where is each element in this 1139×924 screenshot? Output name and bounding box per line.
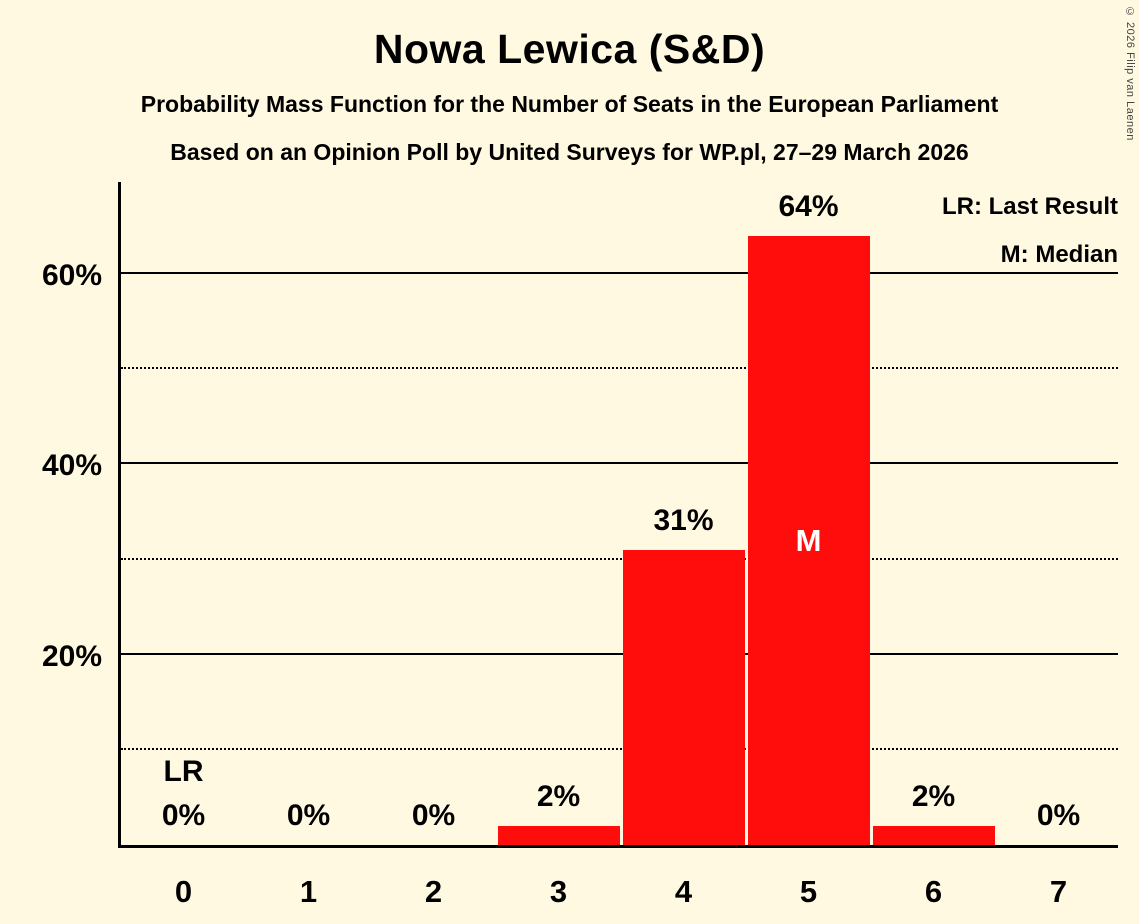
copyright-notice: © 2026 Filip van Laenen	[1124, 6, 1136, 141]
gridline-dotted-30	[121, 557, 1118, 560]
value-label-seat-7: 0%	[1036, 799, 1081, 832]
bar-seat-5: M	[747, 236, 870, 845]
plot-area: 20% 40% 60% 0% LR 0 0% 1 0% 2 2% 3 31% 4 M 64% 5 2% 6 0% 7	[42, 182, 1118, 909]
x-axis-label-6: 6	[924, 874, 943, 909]
y-axis-label-40: 40%	[41, 449, 102, 483]
chart-title: Nowa Lewica (S&D)	[373, 26, 766, 72]
value-label-seat-0: 0%	[161, 799, 206, 832]
value-label-seat-3: 2%	[536, 779, 581, 813]
x-axis-label-0: 0	[174, 874, 193, 909]
x-axis-label-4: 4	[674, 874, 693, 909]
gridline-solid-40	[121, 462, 1118, 465]
x-axis-label-2: 2	[424, 874, 443, 909]
legend-last-result: LR: Last Result	[941, 193, 1118, 220]
bar-seat-4	[622, 550, 745, 845]
gridline-dotted-10	[121, 747, 1118, 750]
value-label-seat-4: 31%	[653, 504, 714, 538]
y-axis-label-20: 20%	[41, 639, 102, 673]
value-label-seat-1: 0%	[286, 799, 331, 832]
bar-seat-6	[872, 825, 995, 845]
gridline-solid-20	[121, 652, 1118, 655]
bar-seat-3	[497, 825, 620, 845]
x-axis-label-5: 5	[799, 874, 818, 909]
x-axis-label-3: 3	[549, 874, 568, 909]
last-result-marker: LR	[163, 755, 204, 788]
value-label-seat-6: 2%	[911, 779, 956, 813]
value-label-seat-5: 64%	[778, 190, 839, 224]
y-axis-label-60: 60%	[41, 259, 102, 293]
chart-subtitle-line1: Probability Mass Function for the Number…	[140, 91, 999, 117]
median-marker: M	[795, 522, 822, 558]
x-axis-label-1: 1	[299, 874, 318, 909]
legend-median: M: Median	[1000, 241, 1118, 268]
x-axis-label-7: 7	[1049, 874, 1068, 909]
gridline-dotted-50	[121, 367, 1118, 370]
gridline-solid-60	[121, 272, 1118, 275]
chart-subtitle-line2: Based on an Opinion Poll by United Surve…	[170, 139, 969, 165]
legend: LR: Last Result M: Median	[942, 183, 1118, 279]
value-label-seat-2: 0%	[411, 799, 456, 832]
